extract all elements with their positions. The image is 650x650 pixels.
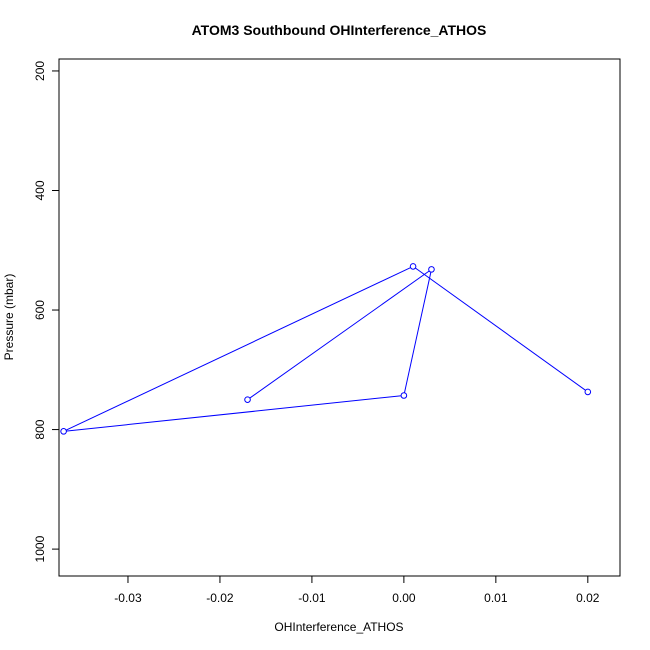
x-tick-label: 0.00: [392, 591, 416, 605]
y-tick-label: 200: [33, 61, 47, 81]
data-point: [428, 266, 435, 273]
y-tick-label: 400: [33, 180, 47, 200]
y-axis: 200 400 600 800 1000: [33, 61, 60, 562]
x-tick-label: -0.03: [114, 591, 142, 605]
plot-frame: [58, 58, 621, 577]
x-axis: -0.03 -0.02 -0.01 0.00 0.01 0.02: [114, 575, 600, 605]
chart-title: ATOM3 Southbound OHInterference_ATHOS: [192, 22, 487, 38]
data-point: [244, 396, 251, 403]
y-tick-label: 600: [33, 300, 47, 320]
x-tick-label: -0.01: [298, 591, 326, 605]
y-tick-label: 800: [33, 419, 47, 439]
y-tick-label: 1000: [33, 535, 47, 562]
series-line-segment: [247, 268, 432, 401]
data-point: [584, 388, 592, 396]
data-point: [409, 263, 417, 270]
series-line-segment: [412, 265, 589, 393]
series-layer: [60, 263, 592, 435]
data-point: [60, 428, 67, 435]
x-axis-label: OHInterference_ATHOS: [274, 620, 403, 634]
series-line-segment: [63, 265, 414, 432]
x-tick-label: 0.02: [576, 591, 600, 605]
x-tick-label: 0.01: [484, 591, 508, 605]
y-axis-label: Pressure (mbar): [2, 274, 16, 361]
series-line-segment: [403, 269, 432, 396]
x-tick-label: -0.02: [206, 591, 234, 605]
data-point: [400, 392, 408, 399]
series-line-segment: [63, 395, 404, 432]
